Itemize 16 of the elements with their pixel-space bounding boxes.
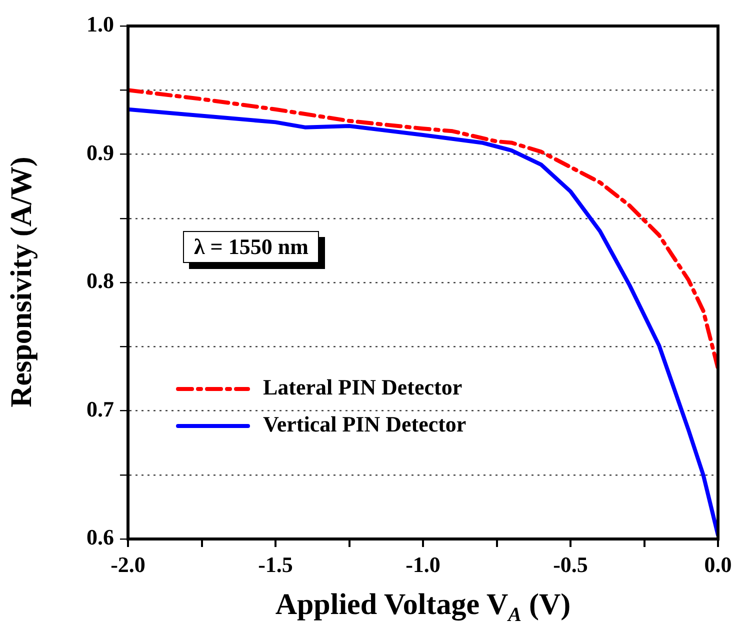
annotation: λ = 1550 nm — [183, 231, 320, 263]
y-tick-label: 0.6 — [86, 524, 114, 550]
x-tick-label: -2.0 — [110, 552, 146, 577]
y-tick-label: 1.0 — [86, 12, 114, 37]
y-tick-label: 0.9 — [86, 140, 114, 165]
x-tick-label: -0.5 — [553, 552, 588, 577]
x-tick-label: -1.0 — [406, 552, 440, 577]
line-series — [128, 88, 718, 370]
x-tick-label: -1.5 — [258, 552, 293, 577]
x-axis-title: Applied Voltage V$_{A}$ (V) — [274, 588, 572, 627]
y-tick-label: 0.8 — [86, 268, 114, 294]
legend-label: Vertical PIN Detector — [263, 412, 466, 437]
x-tick-label: 0.0 — [704, 552, 732, 577]
y-tick-label: 0.7 — [86, 396, 114, 422]
legend-label: Lateral PIN Detector — [263, 374, 462, 400]
y-axis-title: Responsivity (A/W) — [5, 156, 39, 408]
